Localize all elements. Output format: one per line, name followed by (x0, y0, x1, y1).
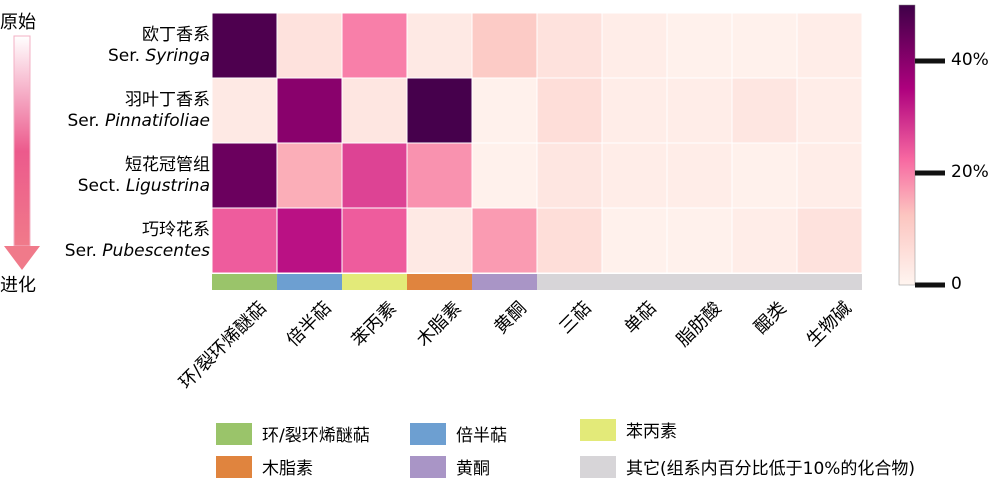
heatmap-cell (731, 77, 798, 144)
heatmap-cell (341, 142, 408, 209)
evolution-arrow (4, 35, 40, 270)
heatmap-cell (211, 142, 278, 209)
legend-item: 木脂素 (216, 454, 313, 479)
column-group-cell (472, 274, 537, 290)
heatmap-cell (341, 12, 408, 79)
row-label-rank: Ser. (67, 111, 105, 131)
column-group-cell (212, 274, 277, 290)
legend-item: 倍半萜 (410, 421, 507, 446)
row-label: 欧丁香系 Ser. Syringa (108, 25, 210, 67)
column-group-cell (602, 274, 667, 290)
heatmap-cell (731, 12, 798, 79)
legend-label: 木脂素 (262, 459, 313, 479)
legend-swatch (216, 455, 252, 478)
heatmap-cell (341, 207, 408, 274)
heatmap-cell (536, 77, 603, 144)
row-label-latin: Ligustrina (125, 176, 210, 196)
heatmap-cell (666, 207, 733, 274)
heatmap-cell (471, 142, 538, 209)
column-group-cell (407, 274, 472, 290)
row-label-cn: 羽叶丁香系 (125, 90, 210, 110)
row-label-rank: Ser. (107, 46, 146, 66)
arrow-bottom-label: 进化 (0, 275, 36, 296)
legend-swatch (216, 422, 252, 445)
heatmap-cell (276, 207, 343, 274)
heatmap-cell (276, 77, 343, 144)
heatmap-cell (601, 207, 668, 274)
column-group-bar (212, 274, 862, 290)
row-label: 巧玲花系 Ser. Pubescentes (65, 220, 210, 262)
heatmap-cell (666, 142, 733, 209)
column-group-cell (797, 274, 862, 290)
legend-label: 环/裂环烯醚萜 (262, 426, 370, 446)
column-group-cell (277, 274, 342, 290)
row-label-cn: 欧丁香系 (142, 25, 210, 45)
row-label-cn: 短花冠管组 (125, 155, 210, 175)
legend-item: 苯丙素 (580, 417, 677, 442)
row-label-rank: Sect. (77, 176, 126, 196)
legend-item: 环/裂环烯醚萜 (216, 421, 370, 446)
row-label-latin: Pubescentes (102, 241, 210, 261)
legend-item: 其它(组系内百分比低于10%的化合物) (580, 454, 915, 479)
row-label: 羽叶丁香系 Ser. Pinnatifoliae (67, 90, 210, 132)
column-group-cell (732, 274, 797, 290)
heatmap-cell (601, 12, 668, 79)
arrow-top-label: 原始 (0, 12, 36, 33)
row-label-latin: Pinnatifoliae (104, 111, 210, 131)
heatmap-cell (406, 207, 473, 274)
heatmap-cell (211, 207, 278, 274)
legend-swatch (410, 422, 446, 445)
heatmap-cell (601, 142, 668, 209)
colorbar-ticks (915, 58, 945, 288)
heatmap-cell (536, 207, 603, 274)
colorbar-tick-label: 20% (951, 162, 989, 182)
legend-label: 倍半萜 (456, 426, 507, 446)
legend-label: 其它(组系内百分比低于10%的化合物) (626, 459, 916, 479)
colorbar-tick-label: 40% (951, 50, 989, 70)
legend-swatch (580, 418, 616, 441)
heatmap-cell (536, 12, 603, 79)
heatmap-cell (406, 77, 473, 144)
heatmap-cell (666, 77, 733, 144)
heatmap-cell (796, 12, 863, 79)
heatmap-cell (601, 77, 668, 144)
column-group-cell (342, 274, 407, 290)
heatmap-cell (211, 77, 278, 144)
heatmap-cell (666, 12, 733, 79)
heatmap-cell (536, 142, 603, 209)
heatmap-cells (211, 12, 863, 274)
row-label-latin: Syringa (145, 46, 210, 66)
legend-label: 苯丙素 (626, 422, 677, 442)
heatmap-cell (211, 12, 278, 79)
heatmap-cell (276, 142, 343, 209)
colorbar-tick-label: 0 (951, 274, 962, 294)
heatmap-cell (276, 12, 343, 79)
legend-swatch (580, 455, 616, 478)
legend-swatch (410, 455, 446, 478)
heatmap-cell (406, 12, 473, 79)
heatmap-cell (471, 207, 538, 274)
heatmap-cell (471, 77, 538, 144)
heatmap-cell (796, 142, 863, 209)
column-group-cell (667, 274, 732, 290)
legend-label: 黄酮 (456, 459, 490, 479)
heatmap-cell (341, 77, 408, 144)
row-label-rank: Ser. (64, 241, 103, 261)
legend-item: 黄酮 (410, 454, 490, 479)
heatmap-cell (731, 207, 798, 274)
heatmap-cell (471, 12, 538, 79)
heatmap-cell (796, 207, 863, 274)
row-label: 短花冠管组 Sect. Ligustrina (78, 155, 210, 197)
column-group-cell (537, 274, 602, 290)
colorbar (898, 4, 916, 286)
heatmap-cell (406, 142, 473, 209)
heatmap-cell (796, 77, 863, 144)
heatmap-cell (731, 142, 798, 209)
row-label-cn: 巧玲花系 (142, 220, 210, 240)
